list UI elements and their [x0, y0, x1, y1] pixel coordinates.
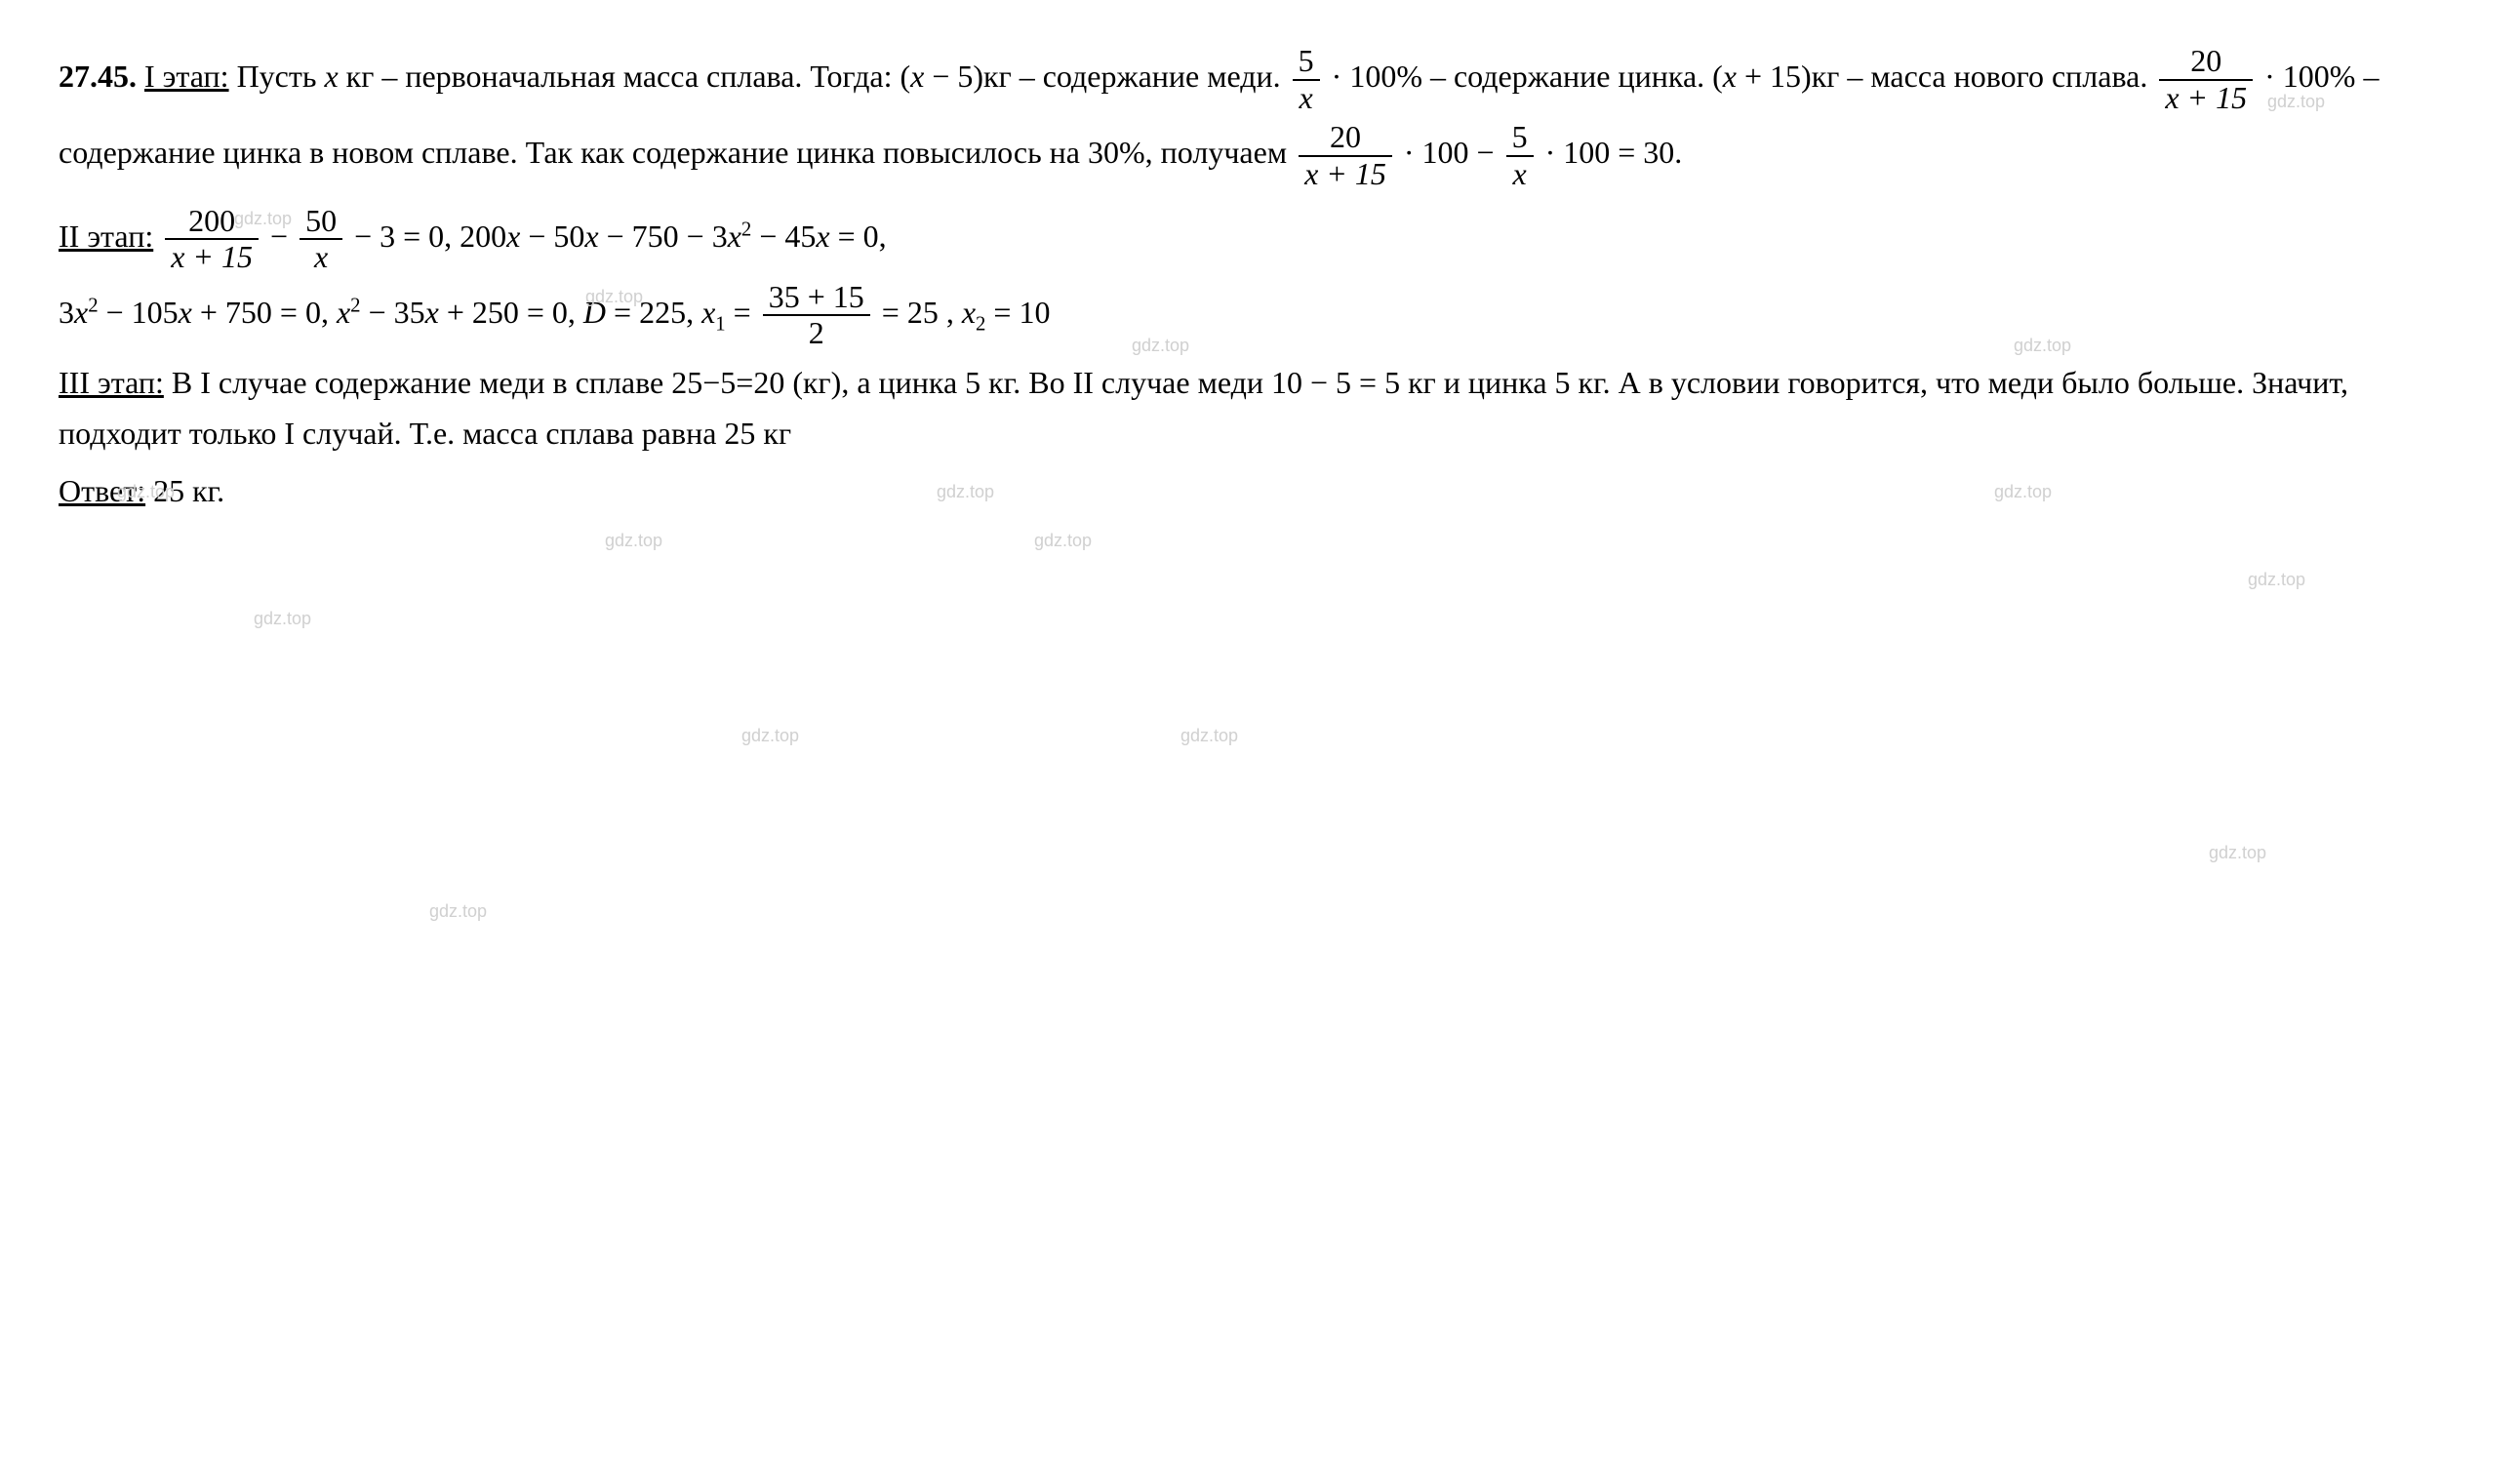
text: = 0, 200	[395, 219, 506, 254]
text: − 5)кг – содержание меди.	[924, 59, 1288, 94]
eq-sign: =	[726, 295, 759, 330]
watermark: gdz.top	[605, 527, 662, 555]
text: + 250 = 0,	[439, 295, 583, 330]
var-x1: x	[701, 295, 715, 330]
text: = 25 ,	[874, 295, 962, 330]
fraction: 200 x + 15	[165, 204, 259, 274]
numerator: 20	[1299, 120, 1392, 156]
stage-3-label: III этап:	[59, 365, 164, 400]
answer: Ответ: 25 кг.	[59, 466, 2461, 516]
text: · 100 −	[1396, 135, 1502, 170]
var-x2: x	[962, 295, 976, 330]
var-x: x	[910, 59, 924, 94]
text: + 750 = 0,	[192, 295, 337, 330]
var-x: x	[179, 295, 192, 330]
var-x: x	[337, 295, 350, 330]
denominator: x + 15	[1299, 157, 1392, 191]
var-x: x	[728, 219, 741, 254]
fraction: 5 x	[1506, 120, 1534, 190]
var-D: D	[583, 295, 606, 330]
text: − 105	[99, 295, 179, 330]
text: Пусть	[237, 59, 325, 94]
fraction: 35 + 15 2	[763, 280, 870, 350]
watermark: gdz.top	[1034, 527, 1092, 555]
text: · 100% – содержание цинка. (	[1332, 59, 1723, 94]
text: −	[262, 219, 296, 254]
denominator: x	[300, 240, 342, 274]
numerator: 200	[165, 204, 259, 240]
stage-3: III этап: В I случае содержание меди в с…	[59, 358, 2461, 458]
watermark: gdz.top	[2209, 839, 2266, 867]
text: = 10	[985, 295, 1050, 330]
fraction: 50 x	[300, 204, 342, 274]
text: кг – первоначальная масса сплава. Тогда:…	[339, 59, 910, 94]
superscript: 2	[741, 218, 751, 240]
problem-number: 27.45.	[59, 59, 137, 94]
text: + 15)кг – масса нового сплава.	[1737, 59, 2155, 94]
answer-value: 25 кг.	[153, 473, 224, 508]
superscript: 2	[88, 294, 98, 316]
var-x: x	[74, 295, 88, 330]
var-x: x	[425, 295, 439, 330]
text: − 3	[346, 219, 395, 254]
watermark: gdz.top	[1180, 722, 1238, 750]
watermark: gdz.top	[2248, 566, 2305, 594]
subscript: 2	[976, 312, 985, 335]
denominator: x + 15	[165, 240, 259, 274]
var-x: x	[1723, 59, 1737, 94]
stage-1: 27.45. I этап: Пусть x кг – первоначальн…	[59, 39, 2461, 191]
fraction: 20 x + 15	[1299, 120, 1392, 190]
text: − 750 − 3	[599, 219, 728, 254]
subscript: 1	[715, 312, 725, 335]
numerator: 5	[1293, 44, 1320, 80]
text: · 100 = 30.	[1538, 135, 1683, 170]
stage-2: II этап: 200 x + 15 − 50 x − 3 = 0, 200x…	[59, 199, 2461, 351]
text: − 35	[361, 295, 425, 330]
var-x: x	[584, 219, 598, 254]
superscript: 2	[350, 294, 360, 316]
numerator: 5	[1506, 120, 1534, 156]
solution-content: gdz.top gdz.top gdz.top gdz.top gdz.top …	[59, 39, 2461, 516]
text: = 225,	[606, 295, 701, 330]
coef: 3	[59, 295, 74, 330]
fraction: 20 x + 15	[2159, 44, 2253, 114]
var-x: x	[506, 219, 520, 254]
numerator: 35 + 15	[763, 280, 870, 316]
stage-2-label: II этап:	[59, 219, 153, 254]
text: − 45	[751, 219, 816, 254]
var-x: x	[816, 219, 829, 254]
watermark: gdz.top	[254, 605, 311, 633]
var-x: x	[324, 59, 338, 94]
denominator: 2	[763, 316, 870, 350]
fraction: 5 x	[1293, 44, 1320, 114]
text: = 0,	[830, 219, 887, 254]
text: − 50	[520, 219, 584, 254]
denominator: x + 15	[2159, 81, 2253, 115]
answer-label: Ответ:	[59, 473, 145, 508]
text: В I случае содержание меди в сплаве 25−5…	[59, 365, 2348, 450]
watermark: gdz.top	[429, 897, 487, 926]
numerator: 20	[2159, 44, 2253, 80]
denominator: x	[1506, 157, 1534, 191]
denominator: x	[1293, 81, 1320, 115]
numerator: 50	[300, 204, 342, 240]
watermark: gdz.top	[741, 722, 799, 750]
stage-1-label: I этап:	[144, 59, 229, 94]
